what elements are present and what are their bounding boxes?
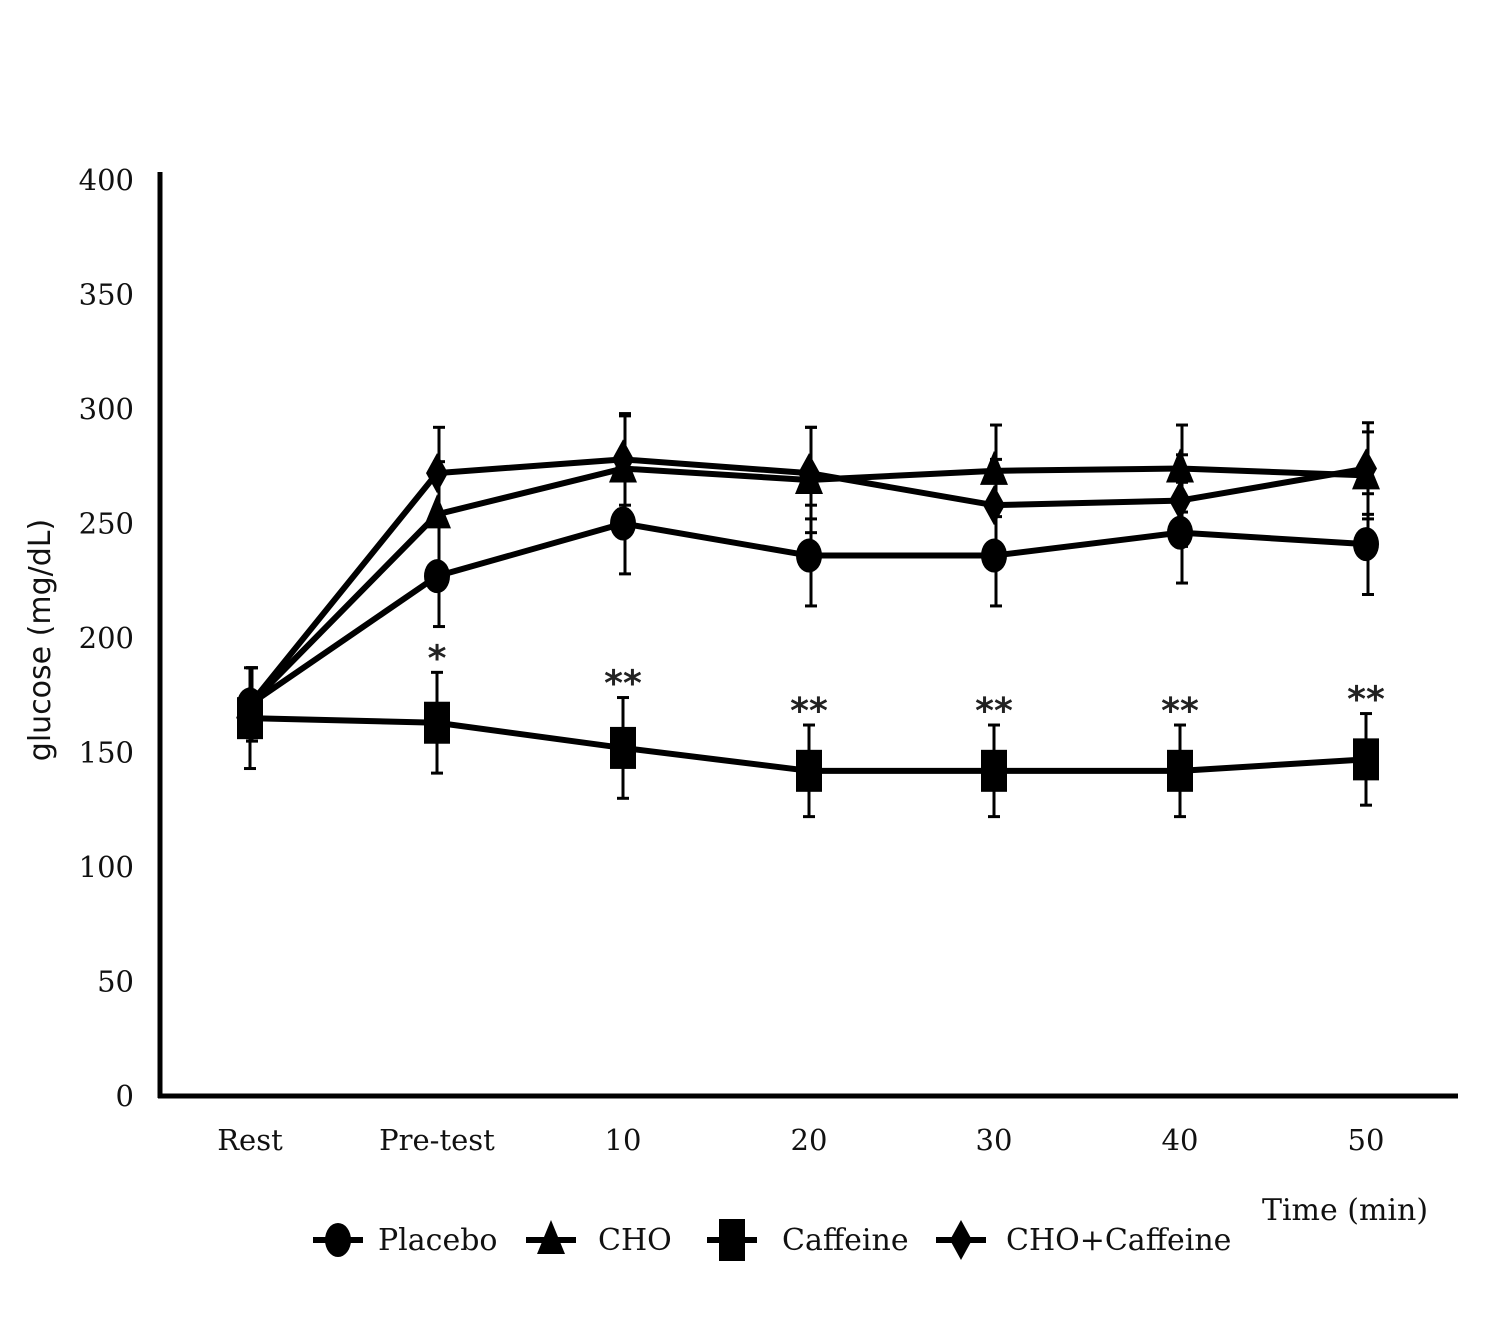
significance-marker: ** <box>975 691 1013 732</box>
legend-item: Placebo <box>313 1223 498 1258</box>
x-tick-label: Pre-test <box>379 1123 495 1157</box>
series-caffeine <box>237 666 1379 819</box>
x-tick-label: 10 <box>605 1123 642 1157</box>
significance-marker: ** <box>790 691 828 732</box>
data-point <box>424 701 450 744</box>
data-point <box>981 749 1007 792</box>
data-point <box>1169 480 1191 521</box>
legend-item: CHO+Caffeine <box>936 1220 1231 1260</box>
x-tick-labels: Rest Pre-test 10 20 30 40 50 <box>217 1123 1384 1157</box>
data-point <box>1353 527 1379 562</box>
data-point <box>980 450 1008 485</box>
data-point <box>610 506 636 541</box>
data-point <box>1167 749 1193 792</box>
series-line <box>247 456 1367 707</box>
significance-marker: ** <box>1161 691 1199 732</box>
y-tick-label: 150 <box>79 736 134 770</box>
legend-label: Caffeine <box>782 1223 909 1258</box>
data-point <box>1167 515 1193 550</box>
x-tick-label: 20 <box>791 1123 828 1157</box>
series-cho-caffeine <box>239 412 1377 743</box>
data-point <box>239 684 261 725</box>
legend-marker <box>719 1219 745 1261</box>
x-tick-label: Rest <box>217 1123 283 1157</box>
significance-marker: ** <box>604 664 642 705</box>
data-point <box>796 538 822 573</box>
legend-item: CHO <box>526 1220 672 1258</box>
significance-marker: ** <box>1347 680 1385 721</box>
y-tick-label: 0 <box>116 1079 134 1113</box>
x-tick-label: 30 <box>976 1123 1013 1157</box>
x-tick-label: 50 <box>1348 1123 1385 1157</box>
series-layer <box>236 412 1380 819</box>
data-point <box>1355 448 1377 489</box>
legend-item: Caffeine <box>707 1219 909 1261</box>
x-axis-title: Time (min) <box>1262 1193 1428 1228</box>
data-point <box>796 749 822 792</box>
data-point <box>610 726 636 769</box>
legend-label: Placebo <box>378 1223 498 1258</box>
y-tick-label: 350 <box>79 278 134 312</box>
data-point <box>612 439 634 480</box>
y-tick-label: 100 <box>79 850 134 884</box>
data-point <box>981 538 1007 573</box>
data-point <box>798 453 820 494</box>
data-point <box>424 559 450 594</box>
data-point <box>983 485 1005 526</box>
y-axis-title: glucose (mg/dL) <box>23 519 58 761</box>
legend-label: CHO <box>598 1223 672 1258</box>
significance-marker: * <box>428 638 447 679</box>
y-tick-label: 50 <box>97 965 134 999</box>
legend: Placebo CHO Caffeine CHO+Caffeine <box>313 1219 1231 1261</box>
x-tick-label: 40 <box>1162 1123 1199 1157</box>
y-tick-label: 250 <box>79 507 134 541</box>
y-tick-label: 300 <box>79 392 134 426</box>
legend-marker <box>950 1220 972 1260</box>
legend-label: CHO+Caffeine <box>1006 1223 1231 1258</box>
data-point <box>1166 448 1194 483</box>
y-tick-labels: 0 50 100 150 200 250 300 350 400 <box>79 163 134 1113</box>
data-point <box>1353 738 1379 781</box>
legend-marker <box>325 1223 351 1257</box>
y-tick-label: 200 <box>79 621 134 655</box>
y-tick-label: 400 <box>79 163 134 197</box>
data-point <box>426 453 448 494</box>
axes <box>157 172 1458 1099</box>
significance-annotations: ***** ** ** ** <box>428 638 1385 732</box>
legend-marker <box>537 1220 565 1254</box>
